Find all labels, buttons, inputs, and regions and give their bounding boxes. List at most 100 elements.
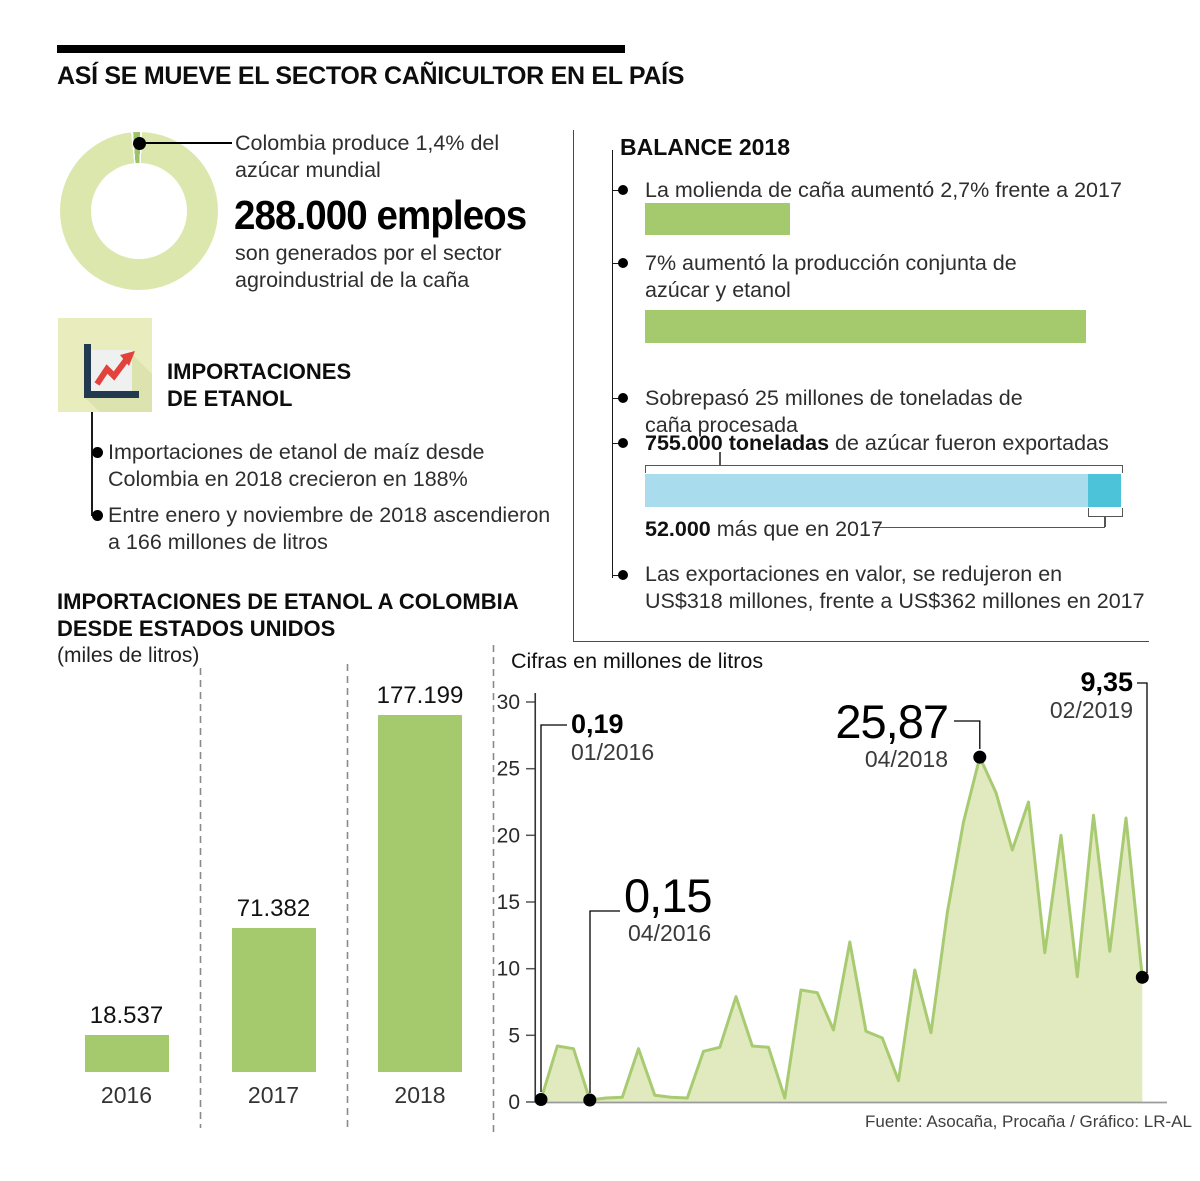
bar-value-label: 71.382	[236, 895, 311, 922]
employment-note: son generados por el sector agroindustri…	[235, 240, 502, 294]
bar	[84, 1035, 169, 1072]
highlight-dots	[534, 750, 1149, 1107]
y-axis-ticks: 0 5 10 15 20 25 30	[497, 691, 535, 1114]
bullet-stub	[612, 397, 622, 399]
increase-leader-line	[874, 526, 1105, 528]
highlight-dot	[534, 1093, 548, 1106]
employment-note-line1: son generados por el sector	[235, 241, 502, 265]
bar-category-label: 2016	[100, 1082, 153, 1108]
balance-box-frame	[573, 130, 1149, 642]
imports-bullet-1-line1: Importaciones de etanol de maíz desde	[108, 440, 485, 464]
export-bar-light-segment	[645, 474, 1088, 507]
svg-text:25: 25	[497, 758, 520, 781]
bullet-stub	[612, 574, 622, 576]
balance-item-5: 52.000 más que en 2017	[645, 516, 883, 543]
svg-text:5: 5	[508, 1024, 520, 1047]
balance-item-3: Sobrepasó 25 millones de toneladas de ca…	[645, 385, 1023, 439]
donut-callout-line	[145, 142, 232, 144]
line-chart-icon	[84, 344, 152, 412]
page-title: ASÍ SE MUEVE EL SECTOR CAÑICULTOR EN EL …	[57, 62, 685, 90]
balance-item-4-bold: 755.000 toneladas	[645, 431, 830, 455]
bullet-dot	[91, 446, 103, 458]
employment-note-line2: agroindustrial de la caña	[235, 268, 470, 292]
annotation-value: 25,87	[835, 695, 949, 748]
donut-note: Colombia produce 1,4% del azúcar mundial	[235, 130, 499, 184]
imports-icon-box	[58, 318, 152, 412]
bullet-dot	[91, 509, 103, 521]
annotation-value: 0,15	[624, 869, 712, 922]
donut-note-line1: Colombia produce 1,4% del	[235, 131, 500, 155]
bar-category-label: 2017	[247, 1082, 300, 1108]
increase-bracket-stub	[1104, 516, 1106, 527]
svg-text:0: 0	[508, 1091, 520, 1114]
bar-chart-subtitle: (miles de litros)	[57, 644, 200, 667]
imports-bullet-1: Importaciones de etanol de maíz desde Co…	[108, 439, 484, 493]
annotation-0015: 0,15 04/2016	[624, 869, 712, 947]
bar-chart-title: IMPORTACIONES DE ETANOL A COLOMBIA DESDE…	[57, 588, 519, 669]
annotation-date: 01/2016	[571, 739, 655, 765]
bullet-stub	[612, 189, 622, 191]
imports-heading-line2: DE ETANOL	[167, 386, 293, 411]
balance-bar-produccion	[645, 310, 1086, 343]
imports-heading-line1: IMPORTACIONES	[167, 359, 352, 384]
area-series-line	[539, 755, 1144, 1102]
bullet-stub	[612, 442, 622, 444]
balance-item-2: 7% aumentó la producción conjunta de azú…	[645, 250, 1017, 304]
svg-text:30: 30	[497, 691, 520, 714]
svg-text:10: 10	[497, 958, 520, 981]
highlight-dot	[583, 1093, 597, 1107]
annotation-connector	[954, 720, 981, 749]
donut-hole	[91, 163, 187, 259]
svg-text:15: 15	[497, 891, 520, 914]
bar-value-label: 177.199	[376, 682, 464, 709]
balance-item-3-line2: caña procesada	[645, 413, 798, 437]
balance-bar-molienda	[645, 203, 790, 235]
bar-value-label: 18.537	[89, 1002, 164, 1029]
balance-item-4-rest: de azúcar fueron exportadas	[829, 431, 1109, 455]
line-chart-title: Cifras en millones de litros	[511, 649, 764, 673]
bullet-dot	[618, 438, 628, 448]
svg-text:20: 20	[497, 824, 520, 847]
export-bar-bracket-top	[645, 465, 1123, 473]
export-bar-dark-segment	[1088, 474, 1121, 507]
area-series-fill	[541, 757, 1143, 1102]
employment-headline: 288.000 empleos	[234, 192, 527, 238]
annotation-0019: 0,19 01/2016	[571, 710, 654, 766]
imports-connector-line	[91, 412, 93, 516]
export-bar-bracket-tick	[719, 452, 721, 465]
imports-bullet-2-line2: a 166 millones de litros	[108, 530, 328, 554]
annotation-2587: 25,87 04/2018	[796, 695, 949, 773]
bar	[378, 715, 462, 1072]
highlight-dot	[973, 750, 987, 764]
imports-bullet-1-line2: Colombia en 2018 crecieron en 188%	[108, 467, 468, 491]
bar-chart-title-line1: IMPORTACIONES DE ETANOL A COLOMBIA	[57, 589, 519, 614]
balance-item-4: 755.000 toneladas de azúcar fueron expor…	[645, 430, 1109, 457]
balance-item-2-line1: 7% aumentó la producción conjunta de	[645, 251, 1017, 275]
balance-connector-line	[612, 150, 614, 578]
source-credit: Fuente: Asocaña, Procaña / Gráfico: LR-A…	[865, 1112, 1192, 1131]
balance-item-3-line1: Sobrepasó 25 millones de toneladas de	[645, 386, 1023, 410]
annotation-935: 9,35 02/2019	[1033, 668, 1133, 724]
imports-bullet-2-line1: Entre enero y noviembre de 2018 ascendie…	[108, 503, 551, 527]
balance-item-6-line2: US$318 millones, frente a US$362 millone…	[645, 589, 1145, 613]
annotation-date: 04/2016	[628, 920, 712, 946]
bullet-dot	[618, 258, 628, 268]
annotation-connector	[589, 910, 620, 1093]
header-rule	[57, 45, 625, 53]
imports-heading: IMPORTACIONES DE ETANOL	[167, 358, 351, 412]
highlight-dot	[1135, 970, 1149, 984]
donut-callout-dot	[132, 136, 146, 150]
bullet-stub	[612, 262, 622, 264]
balance-item-5-bold: 52.000	[645, 517, 711, 541]
balance-item-6-line1: Las exportaciones en valor, se redujeron…	[645, 562, 1063, 586]
bar-category-label: 2018	[394, 1082, 446, 1108]
annotation-value: 0,19	[571, 709, 624, 739]
increase-bracket	[1088, 508, 1123, 517]
annotation-date: 02/2019	[1049, 697, 1133, 723]
bar	[231, 928, 316, 1072]
balance-item-6: Las exportaciones en valor, se redujeron…	[645, 561, 1145, 615]
bullet-dot	[618, 570, 628, 580]
balance-item-5-rest: más que en 2017	[710, 517, 883, 541]
